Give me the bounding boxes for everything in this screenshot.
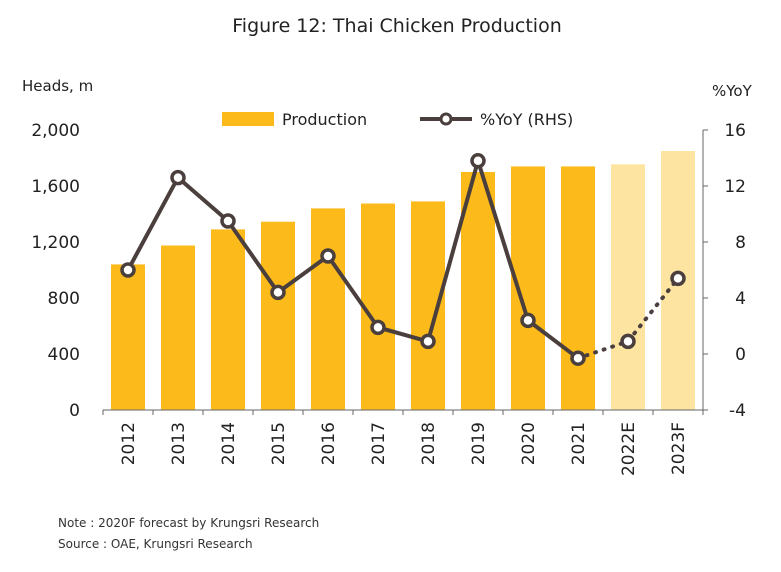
- x-tick-label: 2015: [269, 422, 289, 465]
- bar-2019: [461, 172, 495, 410]
- right-tick-label: 16: [724, 121, 746, 141]
- x-tick-label: 2016: [319, 422, 339, 465]
- x-tick-label: 2023F: [669, 422, 689, 475]
- bar-2017: [361, 203, 395, 410]
- x-tick-label: 2013: [169, 422, 189, 465]
- x-tick-label: 2012: [119, 422, 139, 465]
- bar-2014: [211, 229, 245, 410]
- bars-group: [111, 151, 695, 410]
- left-tick-label: 800: [48, 289, 80, 309]
- right-tick-label: 4: [735, 289, 746, 309]
- right-axis-label: %YoY: [712, 82, 753, 100]
- yoy-line-group: [120, 153, 686, 366]
- left-tick-label: 400: [48, 345, 80, 365]
- x-tick-label: 2021: [569, 422, 589, 465]
- legend: Production %YoY (RHS): [222, 110, 573, 129]
- bar-2016: [311, 208, 345, 410]
- yoy-point-2017: [370, 319, 386, 336]
- yoy-point-2019: [470, 153, 486, 169]
- legend-yoy-label: %YoY (RHS): [480, 110, 573, 129]
- yoy-point-2021: [570, 350, 586, 366]
- bar-2022e: [611, 164, 645, 410]
- right-tick-label: 12: [724, 177, 746, 197]
- note-text: Note : 2020F forecast by Krungsri Resear…: [58, 516, 320, 530]
- legend-production-swatch: [222, 112, 274, 126]
- yoy-point-2013: [170, 169, 186, 186]
- right-tick-label: 0: [735, 345, 746, 365]
- yoy-point-2022e: [620, 333, 636, 350]
- x-tick-label: 2014: [219, 422, 239, 465]
- yoy-point-2012: [120, 262, 136, 278]
- yoy-point-2018: [420, 333, 436, 350]
- x-tick-label: 2019: [469, 422, 489, 465]
- yoy-point-2020: [520, 312, 536, 329]
- yoy-point-2014: [220, 213, 236, 229]
- yoy-line-actual: [126, 158, 580, 360]
- yoy-point-2016: [320, 248, 336, 264]
- left-tick-label: 1,600: [31, 177, 80, 197]
- bar-2021: [561, 166, 595, 410]
- left-tick-label: 0: [69, 401, 80, 421]
- source-text: Source : OAE, Krungsri Research: [58, 537, 253, 551]
- yoy-point-2023f: [670, 270, 686, 287]
- right-tick-label: -4: [729, 401, 746, 421]
- x-tick-label: 2020: [519, 422, 539, 465]
- yoy-point-2015: [270, 284, 286, 301]
- x-tick-label: 2018: [419, 422, 439, 465]
- left-tick-label: 1,200: [31, 233, 80, 253]
- bar-2013: [161, 245, 195, 410]
- right-tick-label: 8: [735, 233, 746, 253]
- chart-title: Figure 12: Thai Chicken Production: [232, 15, 562, 37]
- left-axis-label: Heads, m: [22, 77, 93, 95]
- x-tick-label: 2022E: [619, 422, 639, 476]
- x-tick-label: 2017: [369, 422, 389, 465]
- legend-production-label: Production: [282, 110, 367, 129]
- left-tick-label: 2,000: [31, 121, 80, 141]
- bar-2015: [261, 221, 295, 410]
- bar-2012: [111, 264, 145, 410]
- legend-yoy-marker: [439, 112, 453, 126]
- axes-group: 0 400 800 1,200 1,600 2,000 -4 0 4 8 12 16 2012 2013 2…: [31, 121, 746, 476]
